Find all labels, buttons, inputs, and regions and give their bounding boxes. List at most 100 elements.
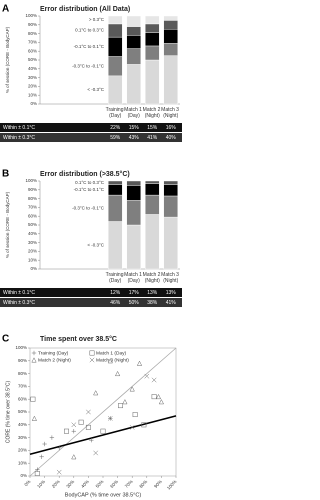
point [85,424,91,430]
bar-segment [108,180,123,185]
y-tick-label: 30% [28,240,37,245]
x-tick-label: 0% [23,479,31,487]
x-tick-label: 80% [138,479,148,489]
legend-label: -0.3°C to -0.1°C [72,63,105,68]
x-tick-label: 100% [166,479,178,491]
table-value: 16% [166,125,177,131]
bar-segment [145,180,160,184]
y-tick-label: 100% [25,13,37,18]
x-tick-label: Match 2 (Night) [143,272,162,284]
bar-segment [126,224,141,270]
table-row-label: Within ± 0.1°C [3,125,35,131]
point [158,399,165,405]
table-value: 12% [110,290,121,296]
x-tick-label: 50% [95,479,105,489]
table-row [0,288,182,297]
point [129,386,135,392]
bar-segment [108,36,123,57]
y-tick-label: 40% [18,422,27,427]
bar-segment [163,29,178,44]
legend-label: < -0.3°C [87,87,104,92]
point [86,409,91,415]
table-value: 46% [110,300,121,306]
y-tick-label: 50% [28,222,37,227]
bar-segment [145,32,160,47]
bar-segment [163,180,178,185]
point [136,360,143,366]
bar-segment [126,180,141,186]
x-tick-label: 40% [80,479,90,489]
table-value: 40% [166,135,177,141]
y-tick-label: 80% [28,196,37,201]
y-tick-label: 20% [28,249,37,254]
bar-segment [145,45,160,61]
y-tick-label: 0% [30,101,37,106]
bar-segment [145,59,160,105]
point [64,428,69,434]
y-tick-label: 40% [28,66,37,71]
panel-letter: B [2,169,9,180]
y-tick-label: 100% [25,178,37,183]
x-tick-label: Match 1 (Day) [124,272,143,284]
y-tick-label: 80% [28,31,37,36]
x-tick-label: Match 3 (Night) [161,272,180,284]
x-tick-label: Training (Day) [106,107,125,119]
bar-segment [126,35,141,49]
point [107,416,113,421]
y-axis-title: CORE (% time over 38.5°C) [5,381,11,444]
legend-label: Training (Day) [38,350,69,356]
x-tick-label: 30% [65,479,75,489]
bar-segment [163,184,178,197]
table-row [0,298,182,307]
y-tick-label: 70% [28,40,37,45]
point [107,358,113,364]
bar-segment [126,48,141,65]
table-row-label: Within ± 0.3°C [3,135,35,141]
y-tick-label: 70% [28,205,37,210]
table-value: 41% [147,135,158,141]
figure: A Error distribution (All Data) 0% 10% 20% 30… [0,4,182,498]
bar-segment [145,15,160,25]
legend-marker [89,350,95,356]
panel-letter: A [2,4,9,15]
x-tick-label: Training (Day) [106,272,125,284]
legend-label: -0.3°C to -0.1°C [72,205,105,210]
x-tick-label: Match 2 (Night) [143,107,162,119]
table-value: 17% [129,290,140,296]
bar-segment [145,23,160,33]
bar-segment [145,183,160,196]
legend-label: Match 3 (Night) [96,357,129,363]
table-row [0,133,182,142]
point [34,470,40,476]
y-tick-label: 0% [30,266,37,271]
legend-label: Match 2 (Night) [38,357,71,363]
y-tick-label: 60% [28,213,37,218]
bar-segment [108,75,123,105]
bar-segment [145,194,160,215]
y-tick-label: 30% [18,435,27,440]
point [132,412,138,418]
legend-label: 0.1°C to 0.3°C [75,180,105,185]
x-tick-label: Match 1 (Day) [124,107,143,119]
point [49,435,55,440]
point [71,422,77,428]
reference-line [29,347,177,477]
point [42,441,47,447]
y-tick-label: 90% [28,22,37,27]
bar-segment [163,43,178,56]
bar-segment [126,200,141,226]
legend-label: 0.1°C to 0.3°C [75,28,105,33]
x-tick-label: 60% [109,479,119,489]
y-tick-label: 20% [18,448,27,453]
legend-marker [89,357,95,363]
y-tick-label: 20% [28,84,37,89]
table-value: 13% [166,290,177,296]
legend-label: > 0.3°C [89,17,105,22]
y-axis-title: % of session (CORE - BodyCAP) [5,26,10,93]
y-tick-label: 60% [18,396,27,401]
point [93,390,99,396]
y-tick-label: 10% [28,257,37,262]
bar-segment [108,184,123,196]
point [30,396,36,402]
y-tick-label: 50% [28,57,37,62]
